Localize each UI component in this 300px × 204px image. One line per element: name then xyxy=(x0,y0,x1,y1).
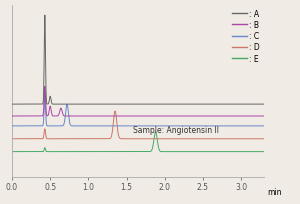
Legend: : A, : B, : C, : D, : E: : A, : B, : C, : D, : E xyxy=(232,10,260,63)
Text: Sample: Angiotensin II: Sample: Angiotensin II xyxy=(133,126,219,135)
X-axis label: min: min xyxy=(267,187,281,196)
